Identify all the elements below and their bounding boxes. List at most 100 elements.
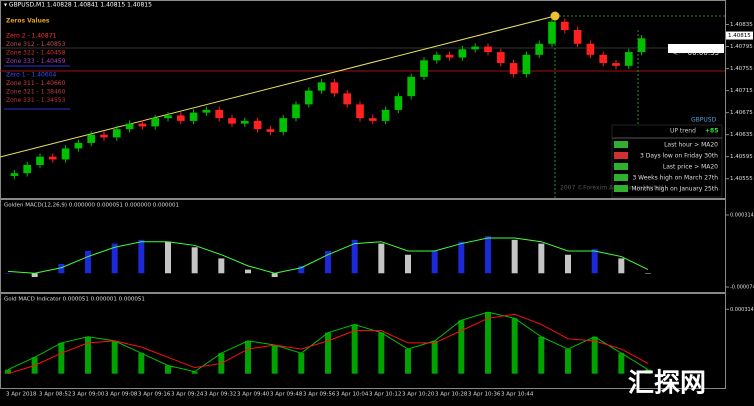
candle-body [61,148,70,160]
info-symbol: GBPUSD [691,117,717,124]
histogram-bar [5,369,11,374]
histogram-bar [591,336,598,374]
peak-marker [550,11,560,21]
histogram-bar [565,254,571,274]
candle-body [599,54,608,64]
histogram-bar [31,273,38,277]
y-tick-label: 1.40595 [730,154,753,160]
candle-body [292,104,300,119]
watermark: 汇探网 [628,369,706,399]
indicator-line [7,313,649,375]
histogram-bar [565,349,571,374]
zones-title: Zeros Values [6,18,50,25]
candle-body [368,118,377,121]
y-tick-label: 1.40755 [730,66,753,72]
histogram-bar [405,349,411,374]
zone-label: Zero 1 - 1.40604 [6,72,57,79]
histogram-bar [511,318,518,374]
candle-body [356,104,364,119]
histogram-bar [85,251,91,274]
status-badge [614,141,628,148]
info-panel: GBPUSD UP trend +85 [611,117,723,198]
candle-body [330,82,339,94]
candle-body [279,118,288,132]
x-tick-label: 3 Apr 09:40 [237,392,270,398]
histogram-bar [645,369,651,374]
candle-body [343,93,352,105]
candle-body [612,63,620,66]
x-tick-label: 3 Apr 09:56 [303,392,336,398]
histogram-bar [405,254,411,274]
histogram-bar [85,336,91,374]
candle-body [87,134,96,143]
candle-body [420,60,428,77]
x-tick-label: 3 Apr 10:28 [435,392,468,398]
histogram-bar [351,324,358,374]
y-tick-label: 1.40795 [730,44,753,50]
candle-body [23,164,32,174]
timer: <--- 00:00:35 [672,49,719,57]
x-tick-label: 3 Apr 10:12 [369,392,401,398]
candle-body [164,115,172,119]
histogram-bar [191,371,198,374]
candle-body [509,63,518,75]
x-tick-label: 3 Apr 10:20 [402,392,435,398]
x-tick-label: 3 Apr 09:00 [72,392,105,398]
candle-body [548,21,556,44]
y-tick-label: 1.40555 [730,176,753,182]
copyright: 2007 ©Forexim Anatolir Unlimited [560,185,663,192]
histogram-bar [378,243,385,274]
histogram-bar [591,249,598,274]
histogram-bar [618,353,625,374]
zone-label: Zone 331 - 1.34553 [6,97,66,104]
histogram-bar [485,236,491,274]
info-row: 3 Weeks high on March 27th [632,175,718,182]
y-tick-label: 0.000314 [730,307,754,313]
candle-body [202,109,211,113]
candle-body [624,52,633,66]
status-badge [614,174,628,181]
price-box [668,44,724,53]
histogram-bar [645,273,651,274]
zone-label: Zero 2 - 1.40871 [6,33,57,40]
candle-body [535,43,544,55]
histogram-bar [111,243,118,274]
header: ▾ GBPUSD,M1 1.40828 1.40841 1.40815 1.40… [4,2,152,9]
candle-body [458,49,467,58]
candle-body [36,156,44,165]
candle-body [317,82,326,91]
candle-body [48,156,57,160]
candle-body [112,129,121,138]
histogram-bar [298,265,305,274]
zone-label: Zone 312 - 1.40853 [6,41,66,48]
panel-title: Golden MACD(12,26,9) 0.000000 0.000051 0… [4,203,179,209]
histogram-bar [351,239,358,274]
current-price-label: 1.40815 [728,33,751,39]
candle-body [394,96,403,110]
histogram-bar [458,241,465,274]
candle-body [560,21,569,31]
histogram-bar [138,353,145,374]
panel-title: Gold MACD Indicator 0.000051 0.000001 0.… [4,297,145,303]
candle-body [189,112,198,121]
histogram-bar [165,365,171,374]
trend-line [0,15,556,158]
histogram-bar [538,336,545,374]
zone-label: Zone 333 - 1.40459 [6,58,66,65]
candle-body [215,109,224,119]
status-badge [614,163,628,170]
x-tick-label: 3 Apr 2018 [6,392,37,398]
histogram-bar [298,353,305,374]
histogram-bar [5,273,11,274]
candle-body [228,118,236,124]
candle-body [151,118,160,127]
candle-body [381,109,390,121]
histogram-bar [538,243,545,274]
macd-panel: Golden MACD(12,26,9) 0.000000 0.000051 0… [4,203,754,291]
price-chart: 1.40835 1.40795 1.40755 1.40715 1.40675 1.406… [10,18,753,182]
histogram-bar [165,241,171,274]
frames [0,0,726,389]
histogram-bar [245,340,251,374]
histogram-bar [58,264,65,274]
